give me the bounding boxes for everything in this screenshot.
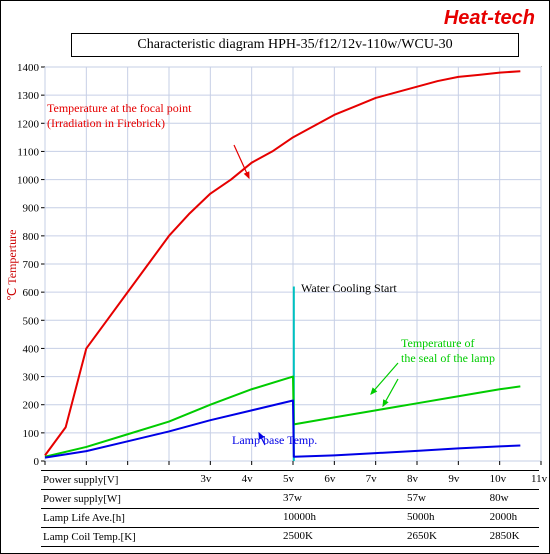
y-tick-label: 200 bbox=[23, 400, 40, 412]
x-tick-label: 11v bbox=[531, 473, 547, 485]
table-cell: 2650K bbox=[407, 530, 437, 542]
data-table: Power supply[V]3v4v5v6v7v8v9v10v11v12v13… bbox=[41, 470, 539, 547]
table-cell: 80w bbox=[490, 492, 509, 504]
table-cell: 2000h bbox=[490, 511, 518, 523]
x-tick-label: 7v bbox=[366, 473, 377, 485]
y-tick-label: 1000 bbox=[17, 175, 40, 187]
y-tick-label: 1200 bbox=[17, 118, 40, 130]
table-row: Lamp Life Ave.[h]10000h5000h2000h800h bbox=[41, 508, 539, 527]
table-row-label: Lamp Life Ave.[h] bbox=[41, 512, 161, 524]
table-row: Power supply[W]37w57w80w110w bbox=[41, 489, 539, 508]
xaxis-row: Power supply[V]3v4v5v6v7v8v9v10v11v12v13… bbox=[41, 470, 539, 489]
table-row: Lamp Coil Temp.[K]2500K2650K2850K3050K bbox=[41, 527, 539, 547]
table-row-label: Power supply[W] bbox=[41, 493, 161, 505]
table-cell: 2850K bbox=[490, 530, 520, 542]
y-tick-label: 1100 bbox=[17, 146, 39, 158]
y-tick-label: 1400 bbox=[17, 62, 40, 74]
y-tick-label: 700 bbox=[23, 259, 40, 271]
diagram-root: Heat-tech Characteristic diagram HPH-35/… bbox=[0, 0, 550, 554]
xaxis-label: Power supply[V] bbox=[41, 474, 161, 486]
y-tick-label: 0 bbox=[34, 456, 40, 468]
x-tick-label: 3v bbox=[200, 473, 211, 485]
table-cell: 10000h bbox=[283, 511, 316, 523]
table-cell: 2500K bbox=[283, 530, 313, 542]
table-cell: 37w bbox=[283, 492, 302, 504]
x-tick-label: 4v bbox=[242, 473, 253, 485]
x-tick-label: 5v bbox=[283, 473, 294, 485]
y-tick-label: 800 bbox=[23, 231, 40, 243]
y-tick-label: 400 bbox=[23, 343, 40, 355]
x-tick-label: 10v bbox=[490, 473, 507, 485]
y-tick-label: 500 bbox=[23, 315, 40, 327]
x-tick-label: 6v bbox=[324, 473, 335, 485]
y-tick-label: 100 bbox=[23, 428, 40, 440]
series-base bbox=[45, 400, 520, 457]
y-tick-label: 1300 bbox=[17, 90, 40, 102]
y-tick-label: 900 bbox=[23, 203, 40, 215]
x-tick-label: 8v bbox=[407, 473, 418, 485]
y-tick-label: 300 bbox=[23, 372, 40, 384]
table-row-label: Lamp Coil Temp.[K] bbox=[41, 531, 161, 543]
table-cell: 5000h bbox=[407, 511, 435, 523]
y-tick-label: 600 bbox=[23, 287, 40, 299]
x-tick-label: 9v bbox=[448, 473, 459, 485]
table-cell: 57w bbox=[407, 492, 426, 504]
